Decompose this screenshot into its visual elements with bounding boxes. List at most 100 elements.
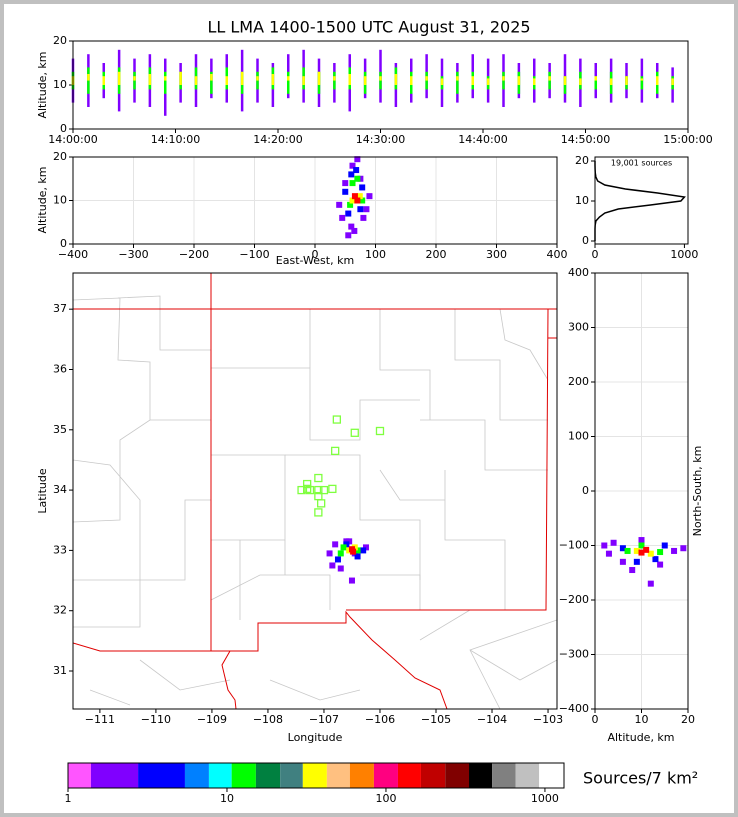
source-point <box>629 567 636 574</box>
source-point <box>354 175 361 182</box>
x-tick-label: 20 <box>681 713 695 726</box>
x-tick-label: 14:30:00 <box>356 133 405 146</box>
y-tick-label: 300 <box>568 321 589 334</box>
axes-frame <box>72 156 558 245</box>
y-tick-label: 400 <box>568 266 589 279</box>
source-point <box>363 206 370 213</box>
station <box>331 446 340 456</box>
colorbar-bin <box>184 763 209 788</box>
source-point <box>334 556 341 563</box>
x-tick-label: 100 <box>365 248 386 261</box>
x-tick-label: 15:00:00 <box>663 133 712 146</box>
colorbar-bin <box>255 763 281 788</box>
source-point <box>348 577 355 584</box>
x-tick-label: 14:50:00 <box>561 133 610 146</box>
source-point <box>359 197 366 204</box>
axes-frame <box>72 40 689 130</box>
source-point <box>657 549 664 556</box>
panel: −111 −110 −109 −108 −107 −106 −105 −104 −103 31 32… <box>36 272 563 744</box>
source-point <box>349 162 356 169</box>
colorbar-bin <box>349 763 374 788</box>
axes-frame <box>594 272 689 710</box>
x-tick-label: −111 <box>85 713 115 726</box>
colorbar-frame <box>67 762 565 789</box>
source-point <box>357 175 364 182</box>
source-point <box>342 180 349 187</box>
y-tick-label: 34 <box>53 483 67 496</box>
source-point <box>657 561 664 568</box>
colorbar-bin <box>326 763 350 788</box>
x-tick-label: −107 <box>309 713 339 726</box>
x-tick-label: −103 <box>533 713 563 726</box>
station <box>305 485 315 495</box>
source-point <box>647 550 654 557</box>
y-tick-label: 33 <box>53 543 67 556</box>
y-tick-label: 200 <box>568 375 589 388</box>
y-tick-label: −400 <box>559 702 589 715</box>
x-tick-label: −106 <box>365 713 395 726</box>
x-tick-label: 14:40:00 <box>458 133 507 146</box>
y-tick-label: 10 <box>575 194 589 207</box>
source-point <box>643 546 650 553</box>
axes-frame <box>594 156 689 245</box>
source-point <box>638 542 645 549</box>
colorbar-bin <box>280 763 303 788</box>
y-tick-label: 32 <box>53 604 67 617</box>
y-tick-label: 0 <box>582 484 589 497</box>
source-point <box>329 562 336 569</box>
y-axis-label: Latitude <box>36 468 49 514</box>
source-point <box>638 537 645 544</box>
x-tick-label: 10 <box>220 792 234 805</box>
x-axis-label: East-West, km <box>276 254 354 267</box>
panel: 0 10 20 −400 −300 −200 −100 0 100 200 300 400 Altitu… <box>559 266 704 744</box>
colorbar-bin <box>231 763 256 788</box>
source-point <box>638 549 645 556</box>
source-point <box>680 545 687 552</box>
station <box>314 485 323 495</box>
source-point <box>354 553 361 560</box>
source-point <box>332 541 339 548</box>
colorbar-bin <box>138 763 185 788</box>
station <box>314 473 323 483</box>
source-point <box>337 550 344 557</box>
source-point <box>351 193 358 200</box>
y-tick-label: 10 <box>53 194 67 207</box>
x-tick-label: 300 <box>486 248 507 261</box>
source-point <box>349 197 356 204</box>
source-point <box>349 180 356 187</box>
y-tick-label: −100 <box>559 539 589 552</box>
colorbar-bin <box>539 763 564 788</box>
panel: 14:00:00 14:10:00 14:20:00 14:30:00 14:40:00… <box>36 34 713 146</box>
x-axis-label: Longitude <box>288 731 343 744</box>
y-tick-label: 20 <box>53 150 67 163</box>
source-point <box>671 547 678 554</box>
x-tick-label: 14:00:00 <box>48 133 97 146</box>
x-tick-label: 14:10:00 <box>151 133 200 146</box>
x-tick-label: 1 <box>65 792 72 805</box>
source-point <box>619 545 626 552</box>
source-point <box>337 565 344 572</box>
x-tick-label: −300 <box>118 248 148 261</box>
source-point <box>360 214 367 221</box>
source-point <box>661 542 668 549</box>
source-point <box>357 206 364 213</box>
colorbar-bin <box>90 763 139 788</box>
x-tick-label: 200 <box>426 248 447 261</box>
station <box>303 484 312 494</box>
colorbar-bin <box>373 763 398 788</box>
chart-title: LL LMA 1400-1500 UTC August 31, 2025 <box>207 18 530 37</box>
colorbar-bin <box>469 763 493 788</box>
station <box>303 479 312 489</box>
y-axis-label: North-South, km <box>691 446 704 537</box>
x-tick-label: 400 <box>547 248 568 261</box>
source-point <box>342 188 349 195</box>
source-point <box>605 550 612 557</box>
source-point <box>366 193 373 200</box>
station <box>317 499 326 508</box>
x-tick-label: 10 <box>635 713 649 726</box>
source-point <box>326 550 333 557</box>
station <box>332 415 341 424</box>
source-point <box>354 547 361 554</box>
